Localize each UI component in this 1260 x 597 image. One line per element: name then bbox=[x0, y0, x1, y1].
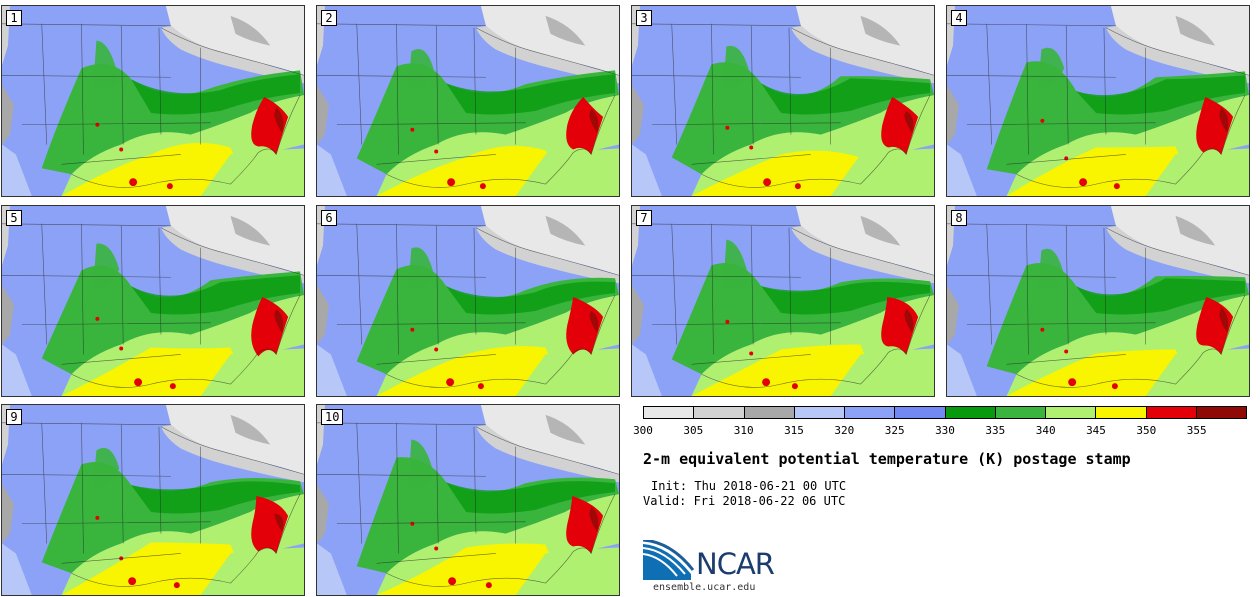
website-link[interactable]: ensemble.ucar.edu bbox=[653, 582, 756, 593]
colorbar-tick-label: 300 bbox=[633, 424, 653, 437]
colorbar-tick-label: 325 bbox=[884, 424, 905, 437]
colorbar-segment bbox=[945, 407, 996, 418]
postage-stamp-map: 5 bbox=[1, 205, 305, 397]
colorbar-segment bbox=[1196, 407, 1246, 418]
postage-stamp-map: 6 bbox=[316, 205, 620, 397]
colorbar-tick-label: 350 bbox=[1136, 424, 1157, 437]
ncar-logo-icon bbox=[643, 540, 695, 580]
colorbar-segment bbox=[644, 407, 695, 418]
colorbar-ticks: 300 305 310 315 320 325 330 335 340 345 350 355 bbox=[633, 424, 1247, 440]
postage-stamp-map: 9 bbox=[1, 404, 305, 596]
member-number-label: 2 bbox=[321, 10, 337, 26]
colorbar-segment bbox=[995, 407, 1046, 418]
colorbar-tick-label: 335 bbox=[985, 424, 1006, 437]
member-number-label: 8 bbox=[951, 210, 967, 226]
init-time: Init: Thu 2018-06-21 00 UTC bbox=[651, 479, 847, 493]
colorbar-tick-label: 320 bbox=[834, 424, 855, 437]
postage-stamp-map: 7 bbox=[631, 205, 935, 397]
member-number-label: 7 bbox=[636, 210, 652, 226]
member-number-label: 10 bbox=[321, 409, 344, 425]
plot-title: 2-m equivalent potential temperature (K)… bbox=[643, 450, 1131, 468]
colorbar-tick-label: 355 bbox=[1186, 424, 1207, 437]
colorbar-segment bbox=[794, 407, 845, 418]
member-number-label: 4 bbox=[951, 10, 967, 26]
colorbar-tick-label: 305 bbox=[683, 424, 704, 437]
member-number-label: 3 bbox=[636, 10, 652, 26]
member-number-label: 5 bbox=[6, 210, 22, 226]
colorbar-segment bbox=[895, 407, 946, 418]
postage-stamp-map: 3 bbox=[631, 5, 935, 197]
colorbar-segment bbox=[744, 407, 795, 418]
colorbar bbox=[643, 406, 1247, 419]
member-number-label: 9 bbox=[6, 409, 22, 425]
ncar-logo-text: NCAR bbox=[696, 547, 775, 581]
colorbar-segment bbox=[694, 407, 745, 418]
colorbar-tick-label: 315 bbox=[784, 424, 804, 437]
colorbar-tick-label: 330 bbox=[935, 424, 955, 437]
colorbar-segment bbox=[1146, 407, 1197, 418]
member-number-label: 6 bbox=[321, 210, 337, 226]
colorbar-segment bbox=[1046, 407, 1097, 418]
postage-stamp-map: 1 bbox=[1, 5, 305, 197]
colorbar-tick-label: 310 bbox=[733, 424, 754, 437]
member-number-label: 1 bbox=[6, 10, 22, 26]
valid-time: Valid: Fri 2018-06-22 06 UTC bbox=[643, 494, 846, 508]
postage-stamp-map: 8 bbox=[946, 205, 1250, 397]
postage-stamp-map: 4 bbox=[946, 5, 1250, 197]
postage-stamp-map: 10 bbox=[316, 404, 620, 596]
postage-stamp-map: 2 bbox=[316, 5, 620, 197]
colorbar-segment bbox=[845, 407, 896, 418]
colorbar-tick-label: 340 bbox=[1035, 424, 1056, 437]
colorbar-segment bbox=[1096, 407, 1147, 418]
colorbar-tick-label: 345 bbox=[1086, 424, 1106, 437]
